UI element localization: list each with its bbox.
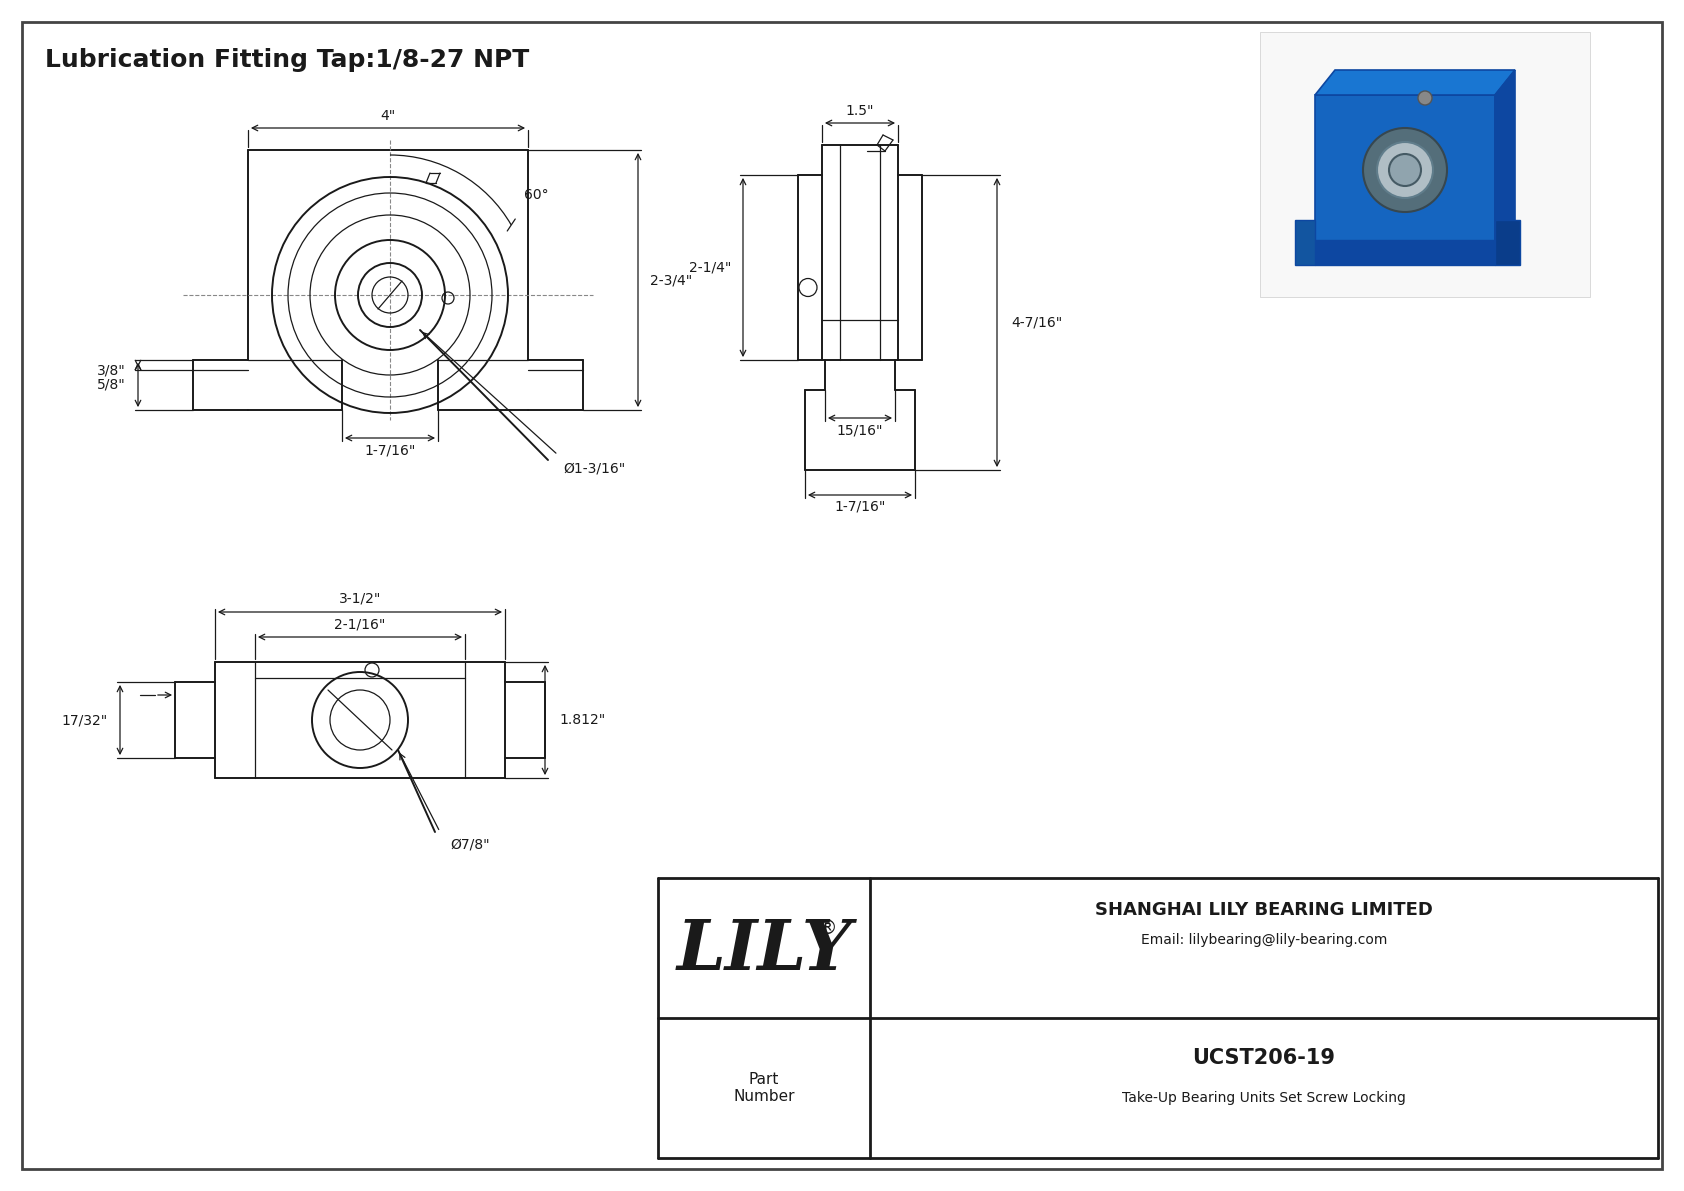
Text: SHANGHAI LILY BEARING LIMITED: SHANGHAI LILY BEARING LIMITED [1095, 902, 1433, 919]
Text: 1.5": 1.5" [845, 104, 874, 118]
Text: 1-7/16": 1-7/16" [834, 500, 886, 515]
Polygon shape [1315, 70, 1516, 95]
Text: Lubrication Fitting Tap:1/8-27 NPT: Lubrication Fitting Tap:1/8-27 NPT [45, 48, 529, 71]
Text: 60°: 60° [524, 188, 549, 202]
Text: 3/8": 3/8" [98, 363, 126, 378]
Text: 4": 4" [381, 110, 396, 123]
Text: 2-1/4": 2-1/4" [689, 261, 731, 274]
Circle shape [1418, 91, 1431, 105]
Text: 3-1/2": 3-1/2" [338, 592, 381, 606]
Circle shape [1378, 142, 1433, 198]
Polygon shape [1495, 220, 1521, 266]
Text: Part
Number: Part Number [733, 1072, 795, 1104]
Polygon shape [1260, 32, 1590, 297]
Text: Ø1-3/16": Ø1-3/16" [562, 461, 625, 475]
Text: 2-1/16": 2-1/16" [335, 617, 386, 631]
Text: Take-Up Bearing Units Set Screw Locking: Take-Up Bearing Units Set Screw Locking [1122, 1091, 1406, 1105]
Polygon shape [1315, 95, 1495, 266]
Text: 5/8": 5/8" [98, 378, 126, 392]
Text: Ø7/8": Ø7/8" [450, 838, 490, 852]
Circle shape [1362, 127, 1447, 212]
Text: Email: lilybearing@lily-bearing.com: Email: lilybearing@lily-bearing.com [1140, 933, 1388, 947]
Circle shape [1389, 154, 1421, 186]
Polygon shape [1495, 70, 1516, 266]
Text: LILY: LILY [677, 917, 852, 985]
Text: 1-7/16": 1-7/16" [364, 443, 416, 457]
Text: UCST206-19: UCST206-19 [1192, 1048, 1335, 1068]
Polygon shape [1295, 220, 1315, 266]
Text: 15/16": 15/16" [837, 423, 882, 437]
Text: ®: ® [817, 918, 837, 937]
Text: 17/32": 17/32" [62, 713, 108, 727]
Text: 4-7/16": 4-7/16" [1010, 316, 1063, 330]
Polygon shape [1315, 241, 1495, 266]
Text: 1.812": 1.812" [559, 713, 605, 727]
Text: 2-3/4": 2-3/4" [650, 273, 692, 287]
